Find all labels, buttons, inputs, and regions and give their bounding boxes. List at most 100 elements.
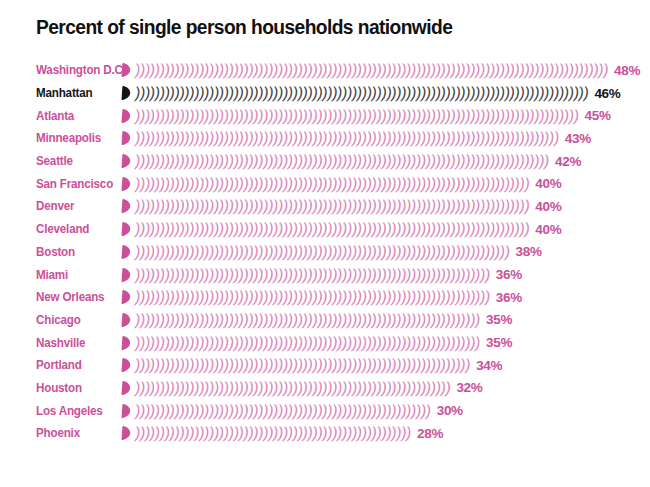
speaker-cone-icon bbox=[121, 108, 132, 124]
chart-row: Nashville ))))))))))))))))))))))))))))))… bbox=[36, 331, 646, 354]
speaker-cone-icon bbox=[121, 357, 132, 373]
chart-row: Houston ))))))))))))))))))))))))))))))))… bbox=[36, 377, 646, 400]
bar-glyphs: ))))))))))))))))))))))))))))))))))))))))… bbox=[134, 222, 530, 236]
bar: ))))))))))))))))))))))))))))))))))))))))… bbox=[121, 150, 548, 173]
bar-glyphs: ))))))))))))))))))))))))))))))))))))))))… bbox=[134, 177, 530, 191]
row-label: Manhattan bbox=[36, 86, 118, 100]
chart-row: New Orleans ))))))))))))))))))))))))))))… bbox=[36, 286, 646, 309]
bar-glyphs: ))))))))))))))))))))))))))))))))))))))))… bbox=[134, 290, 491, 304]
bar: ))))))))))))))))))))))))))))))))))))))))… bbox=[121, 286, 489, 309]
speaker-cone-icon bbox=[121, 244, 132, 260]
bar: ))))))))))))))))))))))))))))))))))))))))… bbox=[121, 195, 528, 218]
row-label: Los Angeles bbox=[36, 404, 118, 418]
chart-row: Minneapolis ))))))))))))))))))))))))))))… bbox=[36, 127, 646, 150]
bar-value-label: 35% bbox=[486, 312, 512, 327]
chart-rows: Washington D.C. ))))))))))))))))))))))))… bbox=[36, 59, 646, 445]
bar: ))))))))))))))))))))))))))))))))))))))))… bbox=[121, 59, 607, 82]
bar-value-label: 30% bbox=[437, 403, 463, 418]
row-label: Phoenix bbox=[36, 426, 118, 440]
chart-title: Percent of single person households nati… bbox=[36, 16, 452, 39]
row-label: Seattle bbox=[36, 154, 118, 168]
row-label: Nashville bbox=[36, 336, 118, 350]
bar-glyphs: ))))))))))))))))))))))))))))))))))))))))… bbox=[134, 63, 609, 77]
bar-value-label: 43% bbox=[565, 131, 591, 146]
row-label: Atlanta bbox=[36, 109, 118, 123]
speaker-cone-icon bbox=[121, 289, 132, 305]
bar-value-label: 36% bbox=[496, 290, 522, 305]
chart-row: San Francisco ))))))))))))))))))))))))))… bbox=[36, 172, 646, 195]
bar: ))))))))))))))))))))))))))))))))))))))))… bbox=[121, 172, 528, 195]
speaker-cone-icon bbox=[121, 335, 132, 351]
row-label: Portland bbox=[36, 358, 118, 372]
bar: ))))))))))))))))))))))))))))))))))))))))… bbox=[121, 127, 558, 150]
bar-value-label: 38% bbox=[516, 244, 542, 259]
bar: ))))))))))))))))))))))))))))))))))))))))… bbox=[121, 263, 489, 286]
bar: ))))))))))))))))))))))))))))))))))))))))… bbox=[121, 399, 430, 422]
bar: ))))))))))))))))))))))))))))))))))))))))… bbox=[121, 241, 509, 264]
chart-row: Manhattan ))))))))))))))))))))))))))))))… bbox=[36, 82, 646, 105]
row-label: Chicago bbox=[36, 313, 118, 327]
speaker-cone-icon bbox=[121, 267, 132, 283]
row-label: Minneapolis bbox=[36, 131, 118, 145]
chart: Percent of single person households nati… bbox=[0, 0, 650, 487]
bar-glyphs: ))))))))))))))))))))))))))))))))))))))))… bbox=[134, 154, 550, 168]
row-label: Washington D.C. bbox=[36, 63, 118, 77]
bar: ))))))))))))))))))))))))))))))))))))))))… bbox=[121, 331, 479, 354]
bar-value-label: 45% bbox=[585, 108, 611, 123]
chart-row: Seattle ))))))))))))))))))))))))))))))))… bbox=[36, 150, 646, 173]
bar: ))))))))))))))))))))))))))))))))))))))))… bbox=[121, 377, 449, 400]
bar: ))))))))))))))))))))))))))))))))))))))))… bbox=[121, 354, 469, 377]
bar-glyphs: ))))))))))))))))))))))))))))))))))))))))… bbox=[134, 404, 432, 418]
speaker-cone-icon bbox=[121, 425, 132, 441]
row-label: Boston bbox=[36, 245, 118, 259]
chart-row: Washington D.C. ))))))))))))))))))))))))… bbox=[36, 59, 646, 82]
speaker-cone-icon bbox=[121, 312, 132, 328]
bar-value-label: 46% bbox=[594, 86, 620, 101]
bar: ))))))))))))))))))))))))))))))))))))))))… bbox=[121, 309, 479, 332]
speaker-cone-icon bbox=[121, 85, 132, 101]
bar-value-label: 36% bbox=[496, 267, 522, 282]
bar-value-label: 40% bbox=[535, 222, 561, 237]
bar-value-label: 40% bbox=[535, 176, 561, 191]
bar-glyphs: ))))))))))))))))))))))))))))))))))))))))… bbox=[134, 109, 580, 123]
bar-glyphs: ))))))))))))))))))))))))))))))))))))))))… bbox=[134, 381, 452, 395]
bar-glyphs: ))))))))))))))))))))))))))))))))))))))))… bbox=[134, 358, 471, 372]
bar-value-label: 34% bbox=[476, 358, 502, 373]
bar-glyphs: ))))))))))))))))))))))))))))))))))))))))… bbox=[134, 131, 560, 145]
chart-row: Cleveland ))))))))))))))))))))))))))))))… bbox=[36, 218, 646, 241]
speaker-cone-icon bbox=[121, 198, 132, 214]
bar: ))))))))))))))))))))))))))))))))))))))))… bbox=[121, 218, 528, 241]
chart-row: Portland )))))))))))))))))))))))))))))))… bbox=[36, 354, 646, 377]
bar-glyphs: ))))))))))))))))))))))))))))))))))))))))… bbox=[134, 268, 491, 282]
bar: ))))))))))))))))))))))))))))))))))))))))… bbox=[121, 422, 410, 445]
speaker-cone-icon bbox=[121, 176, 132, 192]
row-label: Miami bbox=[36, 268, 118, 282]
bar: ))))))))))))))))))))))))))))))))))))))))… bbox=[121, 104, 578, 127]
bar-value-label: 35% bbox=[486, 335, 512, 350]
row-label: Houston bbox=[36, 381, 118, 395]
bar-glyphs: ))))))))))))))))))))))))))))))))))))))))… bbox=[134, 336, 481, 350]
chart-row: Phoenix ))))))))))))))))))))))))))))))))… bbox=[36, 422, 646, 445]
bar-glyphs: ))))))))))))))))))))))))))))))))))))))))… bbox=[134, 313, 481, 327]
row-label: Denver bbox=[36, 199, 118, 213]
bar: ))))))))))))))))))))))))))))))))))))))))… bbox=[121, 82, 587, 105]
chart-row: Atlanta ))))))))))))))))))))))))))))))))… bbox=[36, 104, 646, 127]
bar-value-label: 32% bbox=[456, 380, 482, 395]
chart-row: Denver )))))))))))))))))))))))))))))))))… bbox=[36, 195, 646, 218]
bar-glyphs: ))))))))))))))))))))))))))))))))))))))))… bbox=[134, 245, 511, 259]
bar-glyphs: ))))))))))))))))))))))))))))))))))))))))… bbox=[134, 86, 590, 100]
chart-row: Miami ))))))))))))))))))))))))))))))))))… bbox=[36, 263, 646, 286]
speaker-cone-icon bbox=[121, 153, 132, 169]
bar-glyphs: ))))))))))))))))))))))))))))))))))))))))… bbox=[134, 199, 530, 213]
speaker-cone-icon bbox=[121, 380, 132, 396]
bar-glyphs: ))))))))))))))))))))))))))))))))))))))))… bbox=[134, 426, 412, 440]
bar-value-label: 42% bbox=[555, 154, 581, 169]
row-label: New Orleans bbox=[36, 290, 118, 304]
bar-value-label: 40% bbox=[535, 199, 561, 214]
speaker-cone-icon bbox=[121, 130, 132, 146]
row-label: Cleveland bbox=[36, 222, 118, 236]
speaker-cone-icon bbox=[121, 221, 132, 237]
chart-row: Boston )))))))))))))))))))))))))))))))))… bbox=[36, 241, 646, 264]
row-label: San Francisco bbox=[36, 177, 118, 191]
bar-value-label: 48% bbox=[614, 63, 640, 78]
